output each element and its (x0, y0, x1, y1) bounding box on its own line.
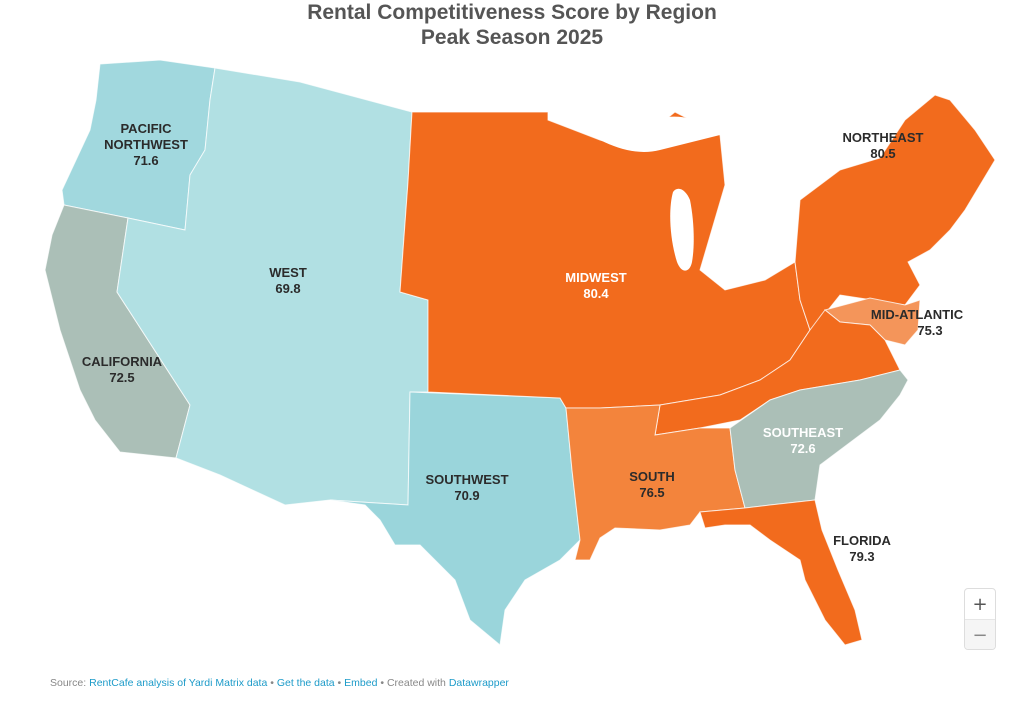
svg-text:PACIFIC: PACIFIC (120, 121, 172, 136)
chart-title: Rental Competitiveness Score by Region P… (0, 0, 1024, 50)
svg-text:NORTHWEST: NORTHWEST (104, 137, 188, 152)
label-southwest: SOUTHWEST 70.9 (425, 472, 508, 503)
svg-text:MID-ATLANTIC: MID-ATLANTIC (871, 307, 964, 322)
embed-link[interactable]: Embed (344, 677, 378, 689)
get-the-data-link[interactable]: Get the data (276, 677, 335, 689)
title-line-2: Peak Season 2025 (420, 26, 604, 49)
svg-text:79.3: 79.3 (849, 549, 874, 564)
svg-text:69.8: 69.8 (275, 281, 300, 296)
svg-text:72.5: 72.5 (109, 370, 134, 385)
zoom-in-button[interactable]: + (972, 593, 988, 615)
label-southeast: SOUTHEAST 72.6 (763, 425, 843, 456)
svg-text:SOUTHWEST: SOUTHWEST (425, 472, 508, 487)
title-line-1: Rental Competitiveness Score by Region (307, 1, 717, 24)
lake-michigan-shape (670, 188, 694, 271)
separator: • (334, 677, 345, 689)
separator: • (377, 677, 387, 689)
svg-text:76.5: 76.5 (639, 485, 664, 500)
svg-text:80.5: 80.5 (870, 146, 895, 161)
svg-text:80.4: 80.4 (583, 286, 609, 301)
label-california: CALIFORNIA 72.5 (82, 354, 163, 385)
svg-text:SOUTH: SOUTH (629, 469, 675, 484)
svg-text:71.6: 71.6 (133, 153, 158, 168)
svg-text:72.6: 72.6 (790, 441, 815, 456)
datawrapper-link[interactable]: Datawrapper (448, 677, 509, 689)
map-zoom-controls: + − (964, 588, 996, 650)
created-with-label: Created with (386, 677, 446, 689)
region-midwest[interactable] (399, 111, 811, 409)
svg-text:MIDWEST: MIDWEST (565, 270, 626, 285)
source-link[interactable]: RentCafe analysis of Yardi Matrix data (89, 677, 268, 689)
svg-text:WEST: WEST (269, 265, 307, 280)
label-west: WEST 69.8 (269, 265, 307, 296)
svg-text:SOUTHEAST: SOUTHEAST (763, 425, 843, 440)
footer: Source: RentCafe analysis of Yardi Matri… (50, 677, 509, 689)
svg-text:70.9: 70.9 (454, 488, 479, 503)
source-label: Source: (50, 677, 87, 689)
lake-superior-shape (600, 116, 720, 152)
separator: • (267, 677, 277, 689)
region-midwest-southern-belt[interactable] (654, 309, 901, 436)
label-midwest: MIDWEST 80.4 (565, 270, 626, 301)
label-northeast: NORTHEAST 80.5 (843, 130, 924, 161)
label-south: SOUTH 76.5 (629, 469, 675, 500)
zoom-out-button[interactable]: − (965, 619, 995, 649)
svg-text:75.3: 75.3 (917, 323, 942, 338)
label-mid-atlantic: MID-ATLANTIC 75.3 (871, 307, 964, 338)
region-south[interactable] (565, 404, 746, 561)
label-florida: FLORIDA 79.3 (833, 533, 891, 564)
svg-text:NORTHEAST: NORTHEAST (843, 130, 924, 145)
region-florida[interactable] (699, 499, 863, 646)
svg-text:CALIFORNIA: CALIFORNIA (82, 354, 163, 369)
svg-text:FLORIDA: FLORIDA (833, 533, 891, 548)
label-pacific-northwest: PACIFIC NORTHWEST 71.6 (104, 121, 188, 168)
